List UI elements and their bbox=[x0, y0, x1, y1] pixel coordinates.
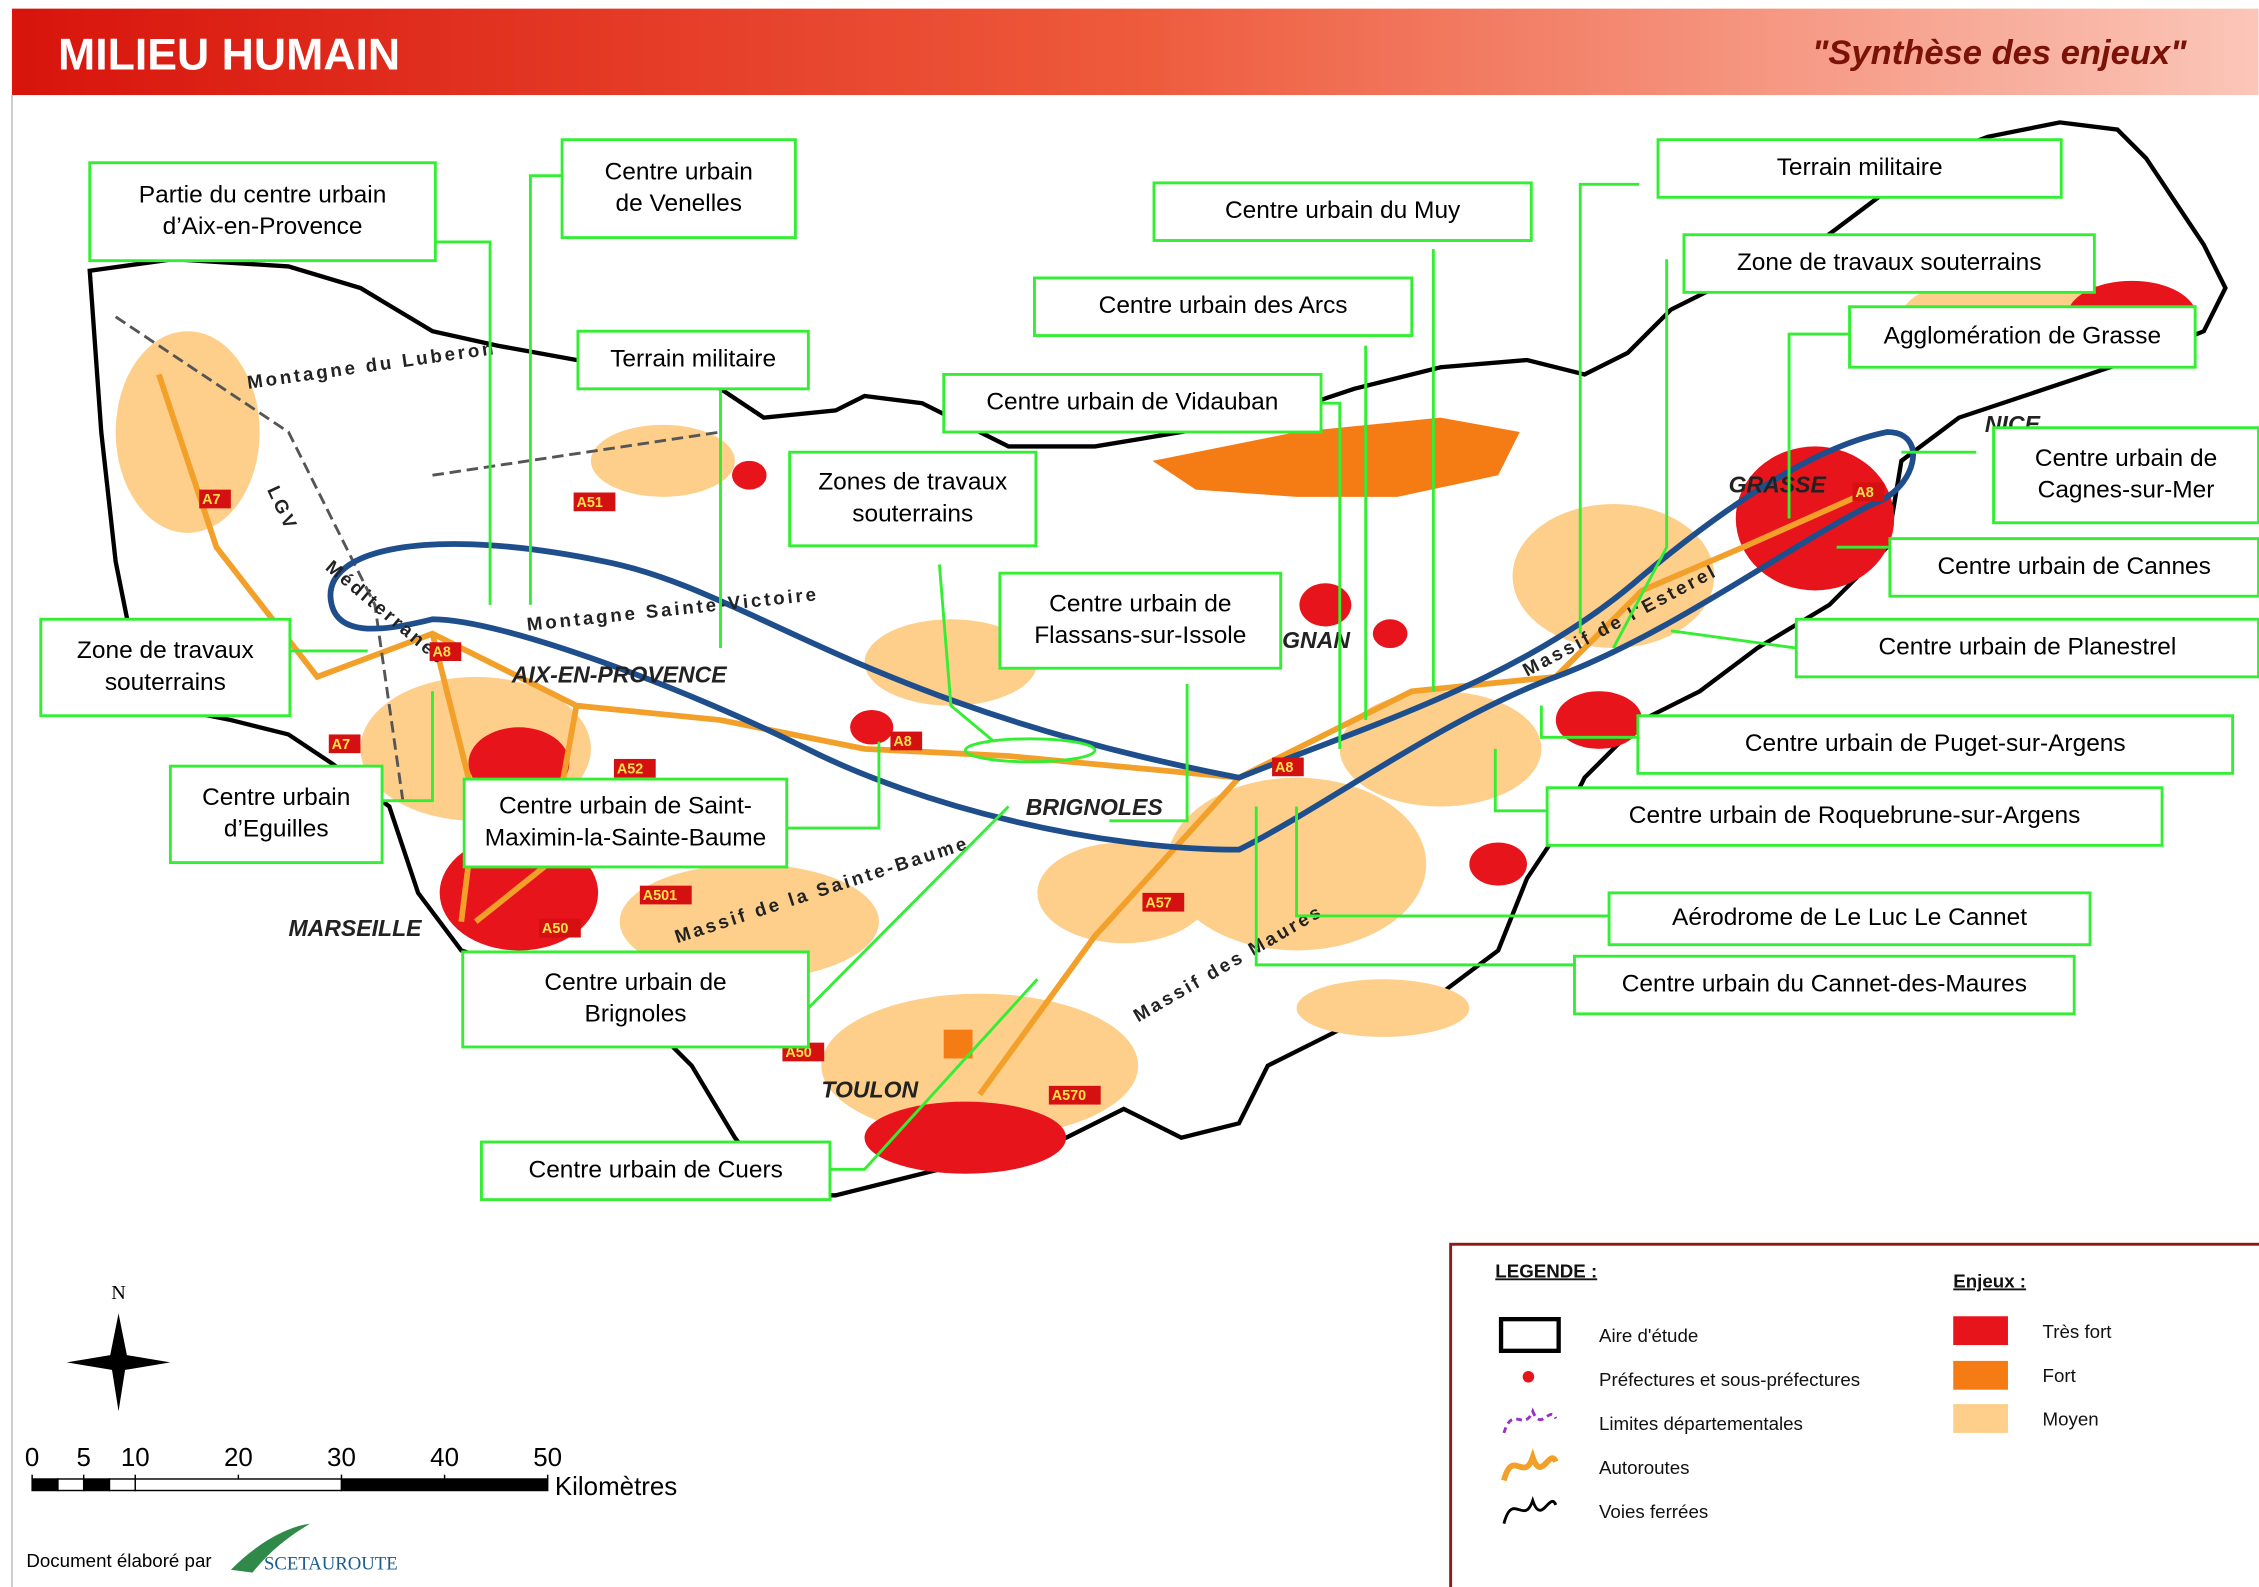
city-label: BRIGNOLES bbox=[1026, 794, 1164, 820]
road-label: A8 bbox=[1275, 760, 1293, 776]
city-label: GRASSE bbox=[1729, 472, 1827, 498]
scale-segment bbox=[135, 1479, 341, 1491]
legend: LEGENDE : Aire d'étude Préfectures et sou… bbox=[1451, 1244, 2259, 1587]
callout-text: d’Eguilles bbox=[224, 816, 329, 843]
callout-text: Centre urbain du Cannet-des-Maures bbox=[1622, 971, 2027, 998]
road-label: A8 bbox=[432, 645, 450, 661]
callout-text: Centre urbain des Arcs bbox=[1099, 292, 1348, 319]
road-label: A7 bbox=[332, 737, 350, 753]
legend-item: Limites départementales bbox=[1599, 1413, 1803, 1434]
callout-text: Terrain militaire bbox=[610, 345, 776, 372]
callout-text: Partie du centre urbain bbox=[139, 181, 387, 208]
enjeux-item: Très fort bbox=[2043, 1321, 2113, 1342]
callout-text: Centre urbain de bbox=[544, 969, 726, 996]
callout-box bbox=[463, 952, 809, 1047]
credit-company: SCETAUROUTE bbox=[264, 1554, 398, 1575]
credit-text: Document élaboré par bbox=[26, 1550, 211, 1571]
callout-text: Centre urbain bbox=[605, 158, 753, 185]
callout-text: Aérodrome de Le Luc Le Cannet bbox=[1672, 904, 2027, 931]
scale-tick-label: 50 bbox=[533, 1444, 562, 1472]
legend-item: Autoroutes bbox=[1599, 1457, 1690, 1478]
scale-segment bbox=[84, 1479, 110, 1491]
header-subtitle: "Synthèse des enjeux" bbox=[1812, 34, 2187, 72]
callout-box bbox=[1000, 573, 1281, 668]
callout-text: Centre urbain de Saint- bbox=[499, 793, 752, 820]
header: MILIEU HUMAIN "Synthèse des enjeux" bbox=[12, 9, 2259, 95]
callout-box bbox=[1994, 428, 2259, 523]
road-label: A51 bbox=[576, 495, 602, 511]
page: MILIEU HUMAIN "Synthèse des enjeux" bbox=[0, 0, 2259, 1587]
scale-tick-label: 5 bbox=[76, 1444, 90, 1472]
city-label: MARSEILLE bbox=[288, 915, 422, 941]
city-label: TOULON bbox=[821, 1076, 919, 1102]
callout-text: Centre urbain de Cuers bbox=[529, 1156, 783, 1183]
road-label: A50 bbox=[542, 921, 568, 937]
callout-box bbox=[90, 163, 436, 261]
callout-text: de Venelles bbox=[615, 190, 742, 217]
callout-text: Centre urbain bbox=[202, 784, 350, 811]
scale-segment bbox=[32, 1479, 58, 1491]
callout-text: Centre urbain de bbox=[1049, 590, 1231, 617]
credit: Document élaboré par SCETAUROUTE bbox=[26, 1524, 397, 1575]
scale-segment bbox=[109, 1479, 135, 1491]
road-label: A501 bbox=[643, 888, 677, 904]
scale-segment bbox=[341, 1479, 547, 1491]
scale-tick-label: 0 bbox=[25, 1444, 39, 1472]
road-label: A570 bbox=[1052, 1088, 1086, 1104]
scale-segment bbox=[58, 1479, 84, 1491]
callout-text: souterrains bbox=[105, 669, 226, 696]
callout-text: Flassans-sur-Issole bbox=[1034, 622, 1246, 649]
callout-text: Agglomération de Grasse bbox=[1884, 322, 2161, 349]
road-label: A8 bbox=[1855, 485, 1873, 501]
callout-box bbox=[562, 140, 795, 238]
north-arrow: N bbox=[67, 1282, 171, 1411]
callout-box bbox=[170, 766, 382, 862]
map-sheet: MILIEU HUMAIN "Synthèse des enjeux" bbox=[0, 0, 2259, 1587]
scale-unit: Kilomètres bbox=[555, 1473, 677, 1501]
scale-tick-label: 20 bbox=[224, 1444, 253, 1472]
callout-box bbox=[790, 452, 1036, 546]
road-label: A8 bbox=[893, 734, 911, 750]
enjeux-item: Fort bbox=[2043, 1365, 2077, 1386]
legend-frame bbox=[1451, 1244, 2259, 1587]
road-label: A57 bbox=[1145, 895, 1171, 911]
callout-text: Zone de travaux bbox=[77, 637, 254, 664]
callout-text: Centre urbain de Puget-sur-Argens bbox=[1745, 730, 2126, 757]
callout-text: Centre urbain de Roquebrune-sur-Argens bbox=[1629, 802, 2081, 829]
callout-text: Maximin-la-Sainte-Baume bbox=[485, 824, 767, 851]
callout-text: Centre urbain de bbox=[2035, 445, 2217, 472]
callout-text: Centre urbain de Cannes bbox=[1938, 553, 2211, 580]
scale-tick-label: 10 bbox=[121, 1444, 150, 1472]
legend-title: LEGENDE : bbox=[1495, 1260, 1597, 1281]
enjeux-item: Moyen bbox=[2043, 1409, 2099, 1430]
callout-text: souterrains bbox=[852, 500, 973, 527]
road-label: A7 bbox=[202, 492, 220, 508]
road-label: A52 bbox=[617, 761, 643, 777]
callout-text: Centre urbain de Planestrel bbox=[1878, 634, 2176, 661]
callout-text: d’Aix-en-Provence bbox=[163, 213, 363, 240]
scale-tick-label: 40 bbox=[430, 1444, 459, 1472]
north-label: N bbox=[111, 1282, 126, 1304]
callout-text: Centre urbain de Vidauban bbox=[986, 389, 1278, 416]
callout-box bbox=[41, 619, 290, 715]
callout-text: Brignoles bbox=[585, 1001, 687, 1028]
callout-text: Centre urbain du Muy bbox=[1225, 197, 1461, 224]
legend-item: Aire d'étude bbox=[1599, 1325, 1698, 1346]
callout-text: Cagnes-sur-Mer bbox=[2038, 477, 2215, 504]
legend-item: Voies ferrées bbox=[1599, 1501, 1708, 1522]
callout-text: Zone de travaux souterrains bbox=[1737, 249, 2042, 276]
legend-item: Préfectures et sous-préfectures bbox=[1599, 1369, 1860, 1390]
callout-text: Zones de travaux bbox=[818, 469, 1007, 496]
scale-tick-label: 30 bbox=[327, 1444, 356, 1472]
enjeux-title: Enjeux : bbox=[1953, 1270, 2026, 1291]
city-label: AIX-EN-PROVENCE bbox=[511, 662, 728, 688]
header-title: MILIEU HUMAIN bbox=[58, 30, 400, 79]
callout-text: Terrain militaire bbox=[1777, 154, 1943, 181]
